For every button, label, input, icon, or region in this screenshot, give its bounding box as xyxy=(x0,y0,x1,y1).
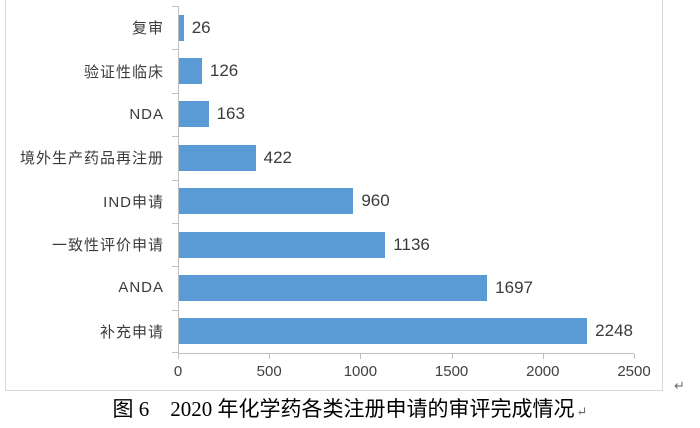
bar-value-label: 26 xyxy=(191,17,211,37)
bar xyxy=(179,14,184,41)
category-tick xyxy=(172,309,178,311)
bar-row: 1697 xyxy=(172,266,633,309)
category-tick xyxy=(172,49,178,51)
category-tick xyxy=(172,92,178,94)
bar-row: 2248 xyxy=(172,309,633,353)
category-tick xyxy=(172,222,178,224)
category-tick xyxy=(172,352,178,353)
bar-row: 422 xyxy=(172,136,633,179)
value-axis-tick xyxy=(178,354,179,359)
category-tick xyxy=(172,136,178,138)
category-tick xyxy=(172,266,178,268)
value-axis-tick xyxy=(451,354,453,359)
category-tick xyxy=(172,6,178,7)
bar-row: 163 xyxy=(172,92,633,136)
bar xyxy=(179,188,354,215)
bar-row: 1136 xyxy=(172,222,633,266)
figure-caption: 图 6 2020 年化学药各类注册申请的审评完成情况 xyxy=(112,397,575,421)
bar xyxy=(179,274,488,301)
category-label: 验证性临床 xyxy=(83,63,164,81)
category-label: 复审 xyxy=(131,20,164,38)
category-label: ANDA xyxy=(118,279,164,297)
value-axis-tick-label: 2500 xyxy=(617,363,651,380)
bar xyxy=(179,101,209,128)
category-label: 境外生产药品再注册 xyxy=(19,150,164,168)
category-axis-labels: 复审验证性临床 NDA 境外生产药品再注册 IND申请一致性评价申请 ANDA 补充申请 xyxy=(6,6,173,353)
bar-row: 126 xyxy=(172,49,633,92)
value-axis-tick-label: 500 xyxy=(256,363,282,380)
bar-value-label: 163 xyxy=(216,104,245,124)
bar xyxy=(179,318,588,345)
bar-chart: 复审 验证性临床 NDA 境外生产药品再注册 IND申请 一致性评价申请 ANDA 补充申请 … xyxy=(5,0,663,391)
category-label: 补充申请 xyxy=(99,323,164,341)
bar-value-label: 1697 xyxy=(495,277,533,297)
bar-value-label: 422 xyxy=(263,147,292,167)
value-axis-tick xyxy=(269,354,271,359)
bar-value-label: 1136 xyxy=(393,234,430,254)
value-axis-tick xyxy=(360,354,362,359)
bar xyxy=(179,144,256,171)
bar-value-label: 960 xyxy=(361,191,390,211)
value-axis-tick xyxy=(542,354,544,359)
value-axis-tick-label: 2000 xyxy=(526,363,560,380)
bar xyxy=(179,231,386,258)
bar-value-label: 126 xyxy=(209,61,239,81)
category-label: IND申请 xyxy=(103,193,164,211)
bar-value-label: 2248 xyxy=(595,321,633,341)
bar-row: 26 xyxy=(172,6,633,49)
category-label: 一致性评价申请 xyxy=(51,237,164,255)
bar-row: 960 xyxy=(172,179,633,223)
paragraph-mark-icon: ↵ xyxy=(674,378,685,393)
value-axis: 0 500 1000 1500 2000 2500 xyxy=(174,353,651,387)
caption-row: 图 6 2020 年化学药各类注册申请的审评完成情况 ↵ xyxy=(0,393,700,423)
category-tick xyxy=(172,179,178,181)
paragraph-mark-icon: ↵ xyxy=(576,404,588,419)
category-label: NDA xyxy=(129,105,164,123)
value-axis-tick-label: 0 xyxy=(173,363,183,380)
value-axis-tick xyxy=(634,354,635,359)
bar xyxy=(179,58,202,85)
value-axis-tick-label: 1500 xyxy=(434,363,469,380)
plot-area: 26 126 163 422 960 1136 1697 2248 xyxy=(172,6,633,353)
value-axis-tick-label: 1000 xyxy=(343,363,378,380)
